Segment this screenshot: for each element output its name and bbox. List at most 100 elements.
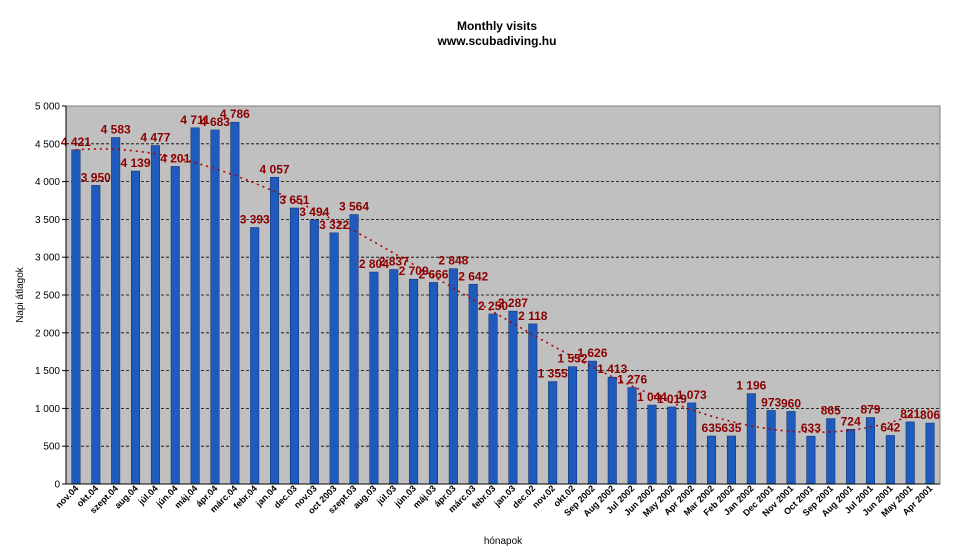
- data-label: 4 201: [160, 151, 190, 165]
- y-tick-label: 1 500: [35, 366, 60, 377]
- data-label: 3 564: [339, 200, 369, 214]
- bar: [468, 284, 478, 485]
- bar: [250, 227, 260, 485]
- bar: [528, 323, 538, 485]
- bar: [71, 149, 81, 485]
- bar: [568, 366, 578, 485]
- y-axis-label: Napi átlagok: [15, 266, 26, 323]
- data-label: 4 711: [180, 113, 210, 127]
- data-label: 2 250: [478, 299, 508, 313]
- data-label: 2 666: [418, 267, 448, 281]
- bar: [647, 404, 657, 485]
- y-tick-label: 3 000: [35, 253, 60, 264]
- bar: [846, 429, 856, 485]
- bar: [309, 219, 319, 485]
- data-label: 2 804: [359, 257, 389, 271]
- data-label: 2 118: [518, 309, 548, 323]
- data-label: 2 287: [498, 296, 528, 310]
- bar: [548, 381, 558, 485]
- bar: [190, 127, 200, 485]
- data-label: 2 837: [379, 255, 409, 269]
- y-tick-label: 1 000: [35, 404, 60, 415]
- y-axis-ticks: 0 500 1 000 1 500 2 000 2 500 3 000 3 500 4 000 4…: [35, 102, 66, 491]
- y-tick-label: 2 500: [35, 291, 60, 302]
- bar: [766, 410, 776, 485]
- data-label: 1 413: [597, 362, 627, 376]
- data-label: 973: [761, 395, 781, 409]
- data-label: 879: [860, 403, 880, 417]
- data-label: 1 073: [677, 388, 707, 402]
- bar: [131, 170, 141, 485]
- data-label: 1 355: [538, 367, 568, 381]
- bar: [786, 411, 796, 485]
- bar: [627, 387, 637, 485]
- bar: [488, 313, 498, 485]
- bar: [925, 422, 935, 485]
- x-tick-label: máj.03: [411, 483, 438, 510]
- bar: [806, 435, 816, 485]
- bar: [349, 214, 359, 485]
- bar: [448, 268, 458, 485]
- data-label: 1 626: [577, 346, 607, 360]
- x-axis-label: hónapok: [484, 536, 523, 547]
- bar: [587, 360, 597, 485]
- data-label: 2 709: [399, 264, 429, 278]
- x-axis-ticks: nov.04okt.04szept.04aug.04júl.04jún.04má…: [54, 483, 935, 518]
- bar: [746, 393, 756, 485]
- y-tick-label: 4 000: [35, 177, 60, 188]
- bar: [885, 435, 895, 485]
- bar: [389, 269, 399, 485]
- data-label: 1 552: [558, 352, 588, 366]
- data-label: 3 322: [319, 218, 349, 232]
- data-label: 724: [841, 414, 861, 428]
- chart-subtitle: www.scubadiving.hu: [437, 34, 557, 48]
- y-tick-label: 0: [54, 480, 60, 491]
- bar: [508, 310, 518, 485]
- data-label: 3 950: [81, 170, 111, 184]
- data-label: 4 583: [101, 123, 131, 137]
- bar: [409, 278, 419, 485]
- bar: [150, 145, 160, 485]
- bar: [111, 137, 121, 485]
- bar: [270, 177, 280, 485]
- data-label: 821: [900, 407, 920, 421]
- bar: [607, 376, 617, 485]
- bar: [289, 207, 299, 485]
- data-label: 4 421: [61, 135, 91, 149]
- data-label: 3 393: [240, 212, 270, 226]
- bar: [428, 282, 438, 485]
- data-label: 4 683: [200, 115, 230, 129]
- bar: [329, 232, 339, 485]
- bar: [170, 166, 180, 485]
- y-tick-label: 2 000: [35, 328, 60, 339]
- data-label: 4 477: [140, 131, 170, 145]
- bar: [667, 406, 677, 485]
- data-label: 3 494: [299, 205, 329, 219]
- bar: [230, 121, 240, 485]
- data-label: 4 057: [260, 162, 290, 176]
- data-label: 635: [721, 421, 741, 435]
- bar: [91, 185, 101, 485]
- data-label: 865: [821, 404, 841, 418]
- bar: [707, 435, 717, 485]
- data-label: 4 139: [121, 156, 151, 170]
- y-tick-label: 5 000: [35, 102, 60, 113]
- data-label: 1 019: [657, 392, 687, 406]
- y-tick-label: 4 500: [35, 139, 60, 150]
- data-label: 633: [801, 421, 821, 435]
- trend-line: [75, 148, 931, 434]
- bar: [905, 421, 915, 485]
- data-label: 635: [702, 421, 722, 435]
- data-label: 4 786: [220, 107, 250, 121]
- data-label: 3 651: [279, 193, 309, 207]
- data-label: 1 044: [637, 390, 667, 404]
- bar: [826, 418, 836, 485]
- bar: [210, 129, 220, 485]
- data-label: 2 848: [438, 254, 468, 268]
- bar: [687, 402, 697, 485]
- data-label: 1 276: [617, 373, 647, 387]
- data-label: 2 642: [458, 269, 488, 283]
- y-tick-label: 3 500: [35, 215, 60, 226]
- chart-title: Monthly visits: [457, 19, 537, 33]
